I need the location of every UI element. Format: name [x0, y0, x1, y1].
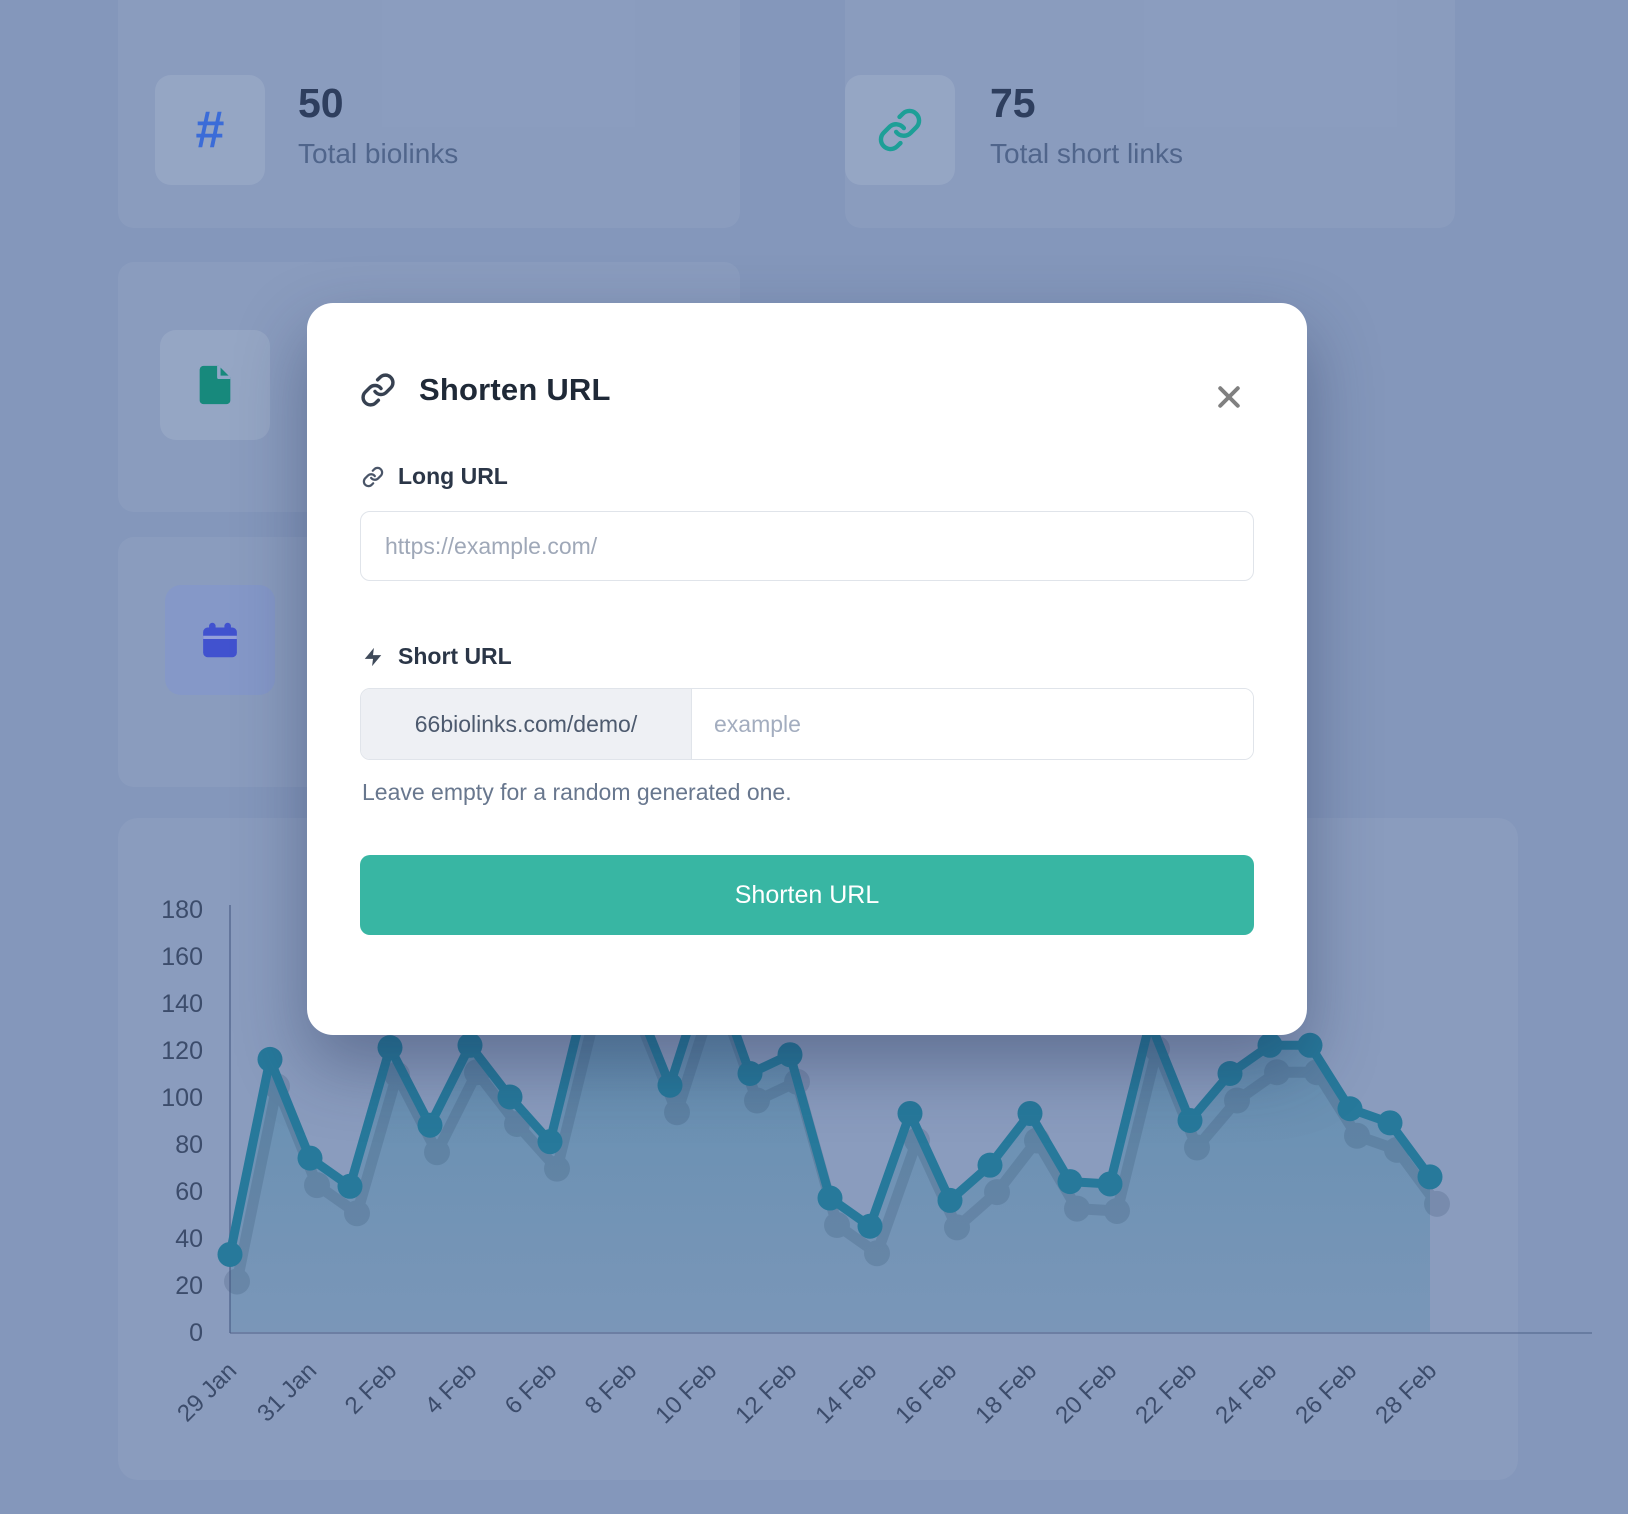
hash-icon: # [195, 101, 225, 159]
close-icon [1214, 382, 1244, 412]
file-icon-box [160, 330, 270, 440]
short-url-prefix: 66biolinks.com/demo/ [361, 689, 692, 759]
stat-card-shortlinks [845, 0, 1455, 228]
modal-header: Shorten URL [360, 372, 611, 408]
file-icon [192, 362, 238, 408]
link-icon [877, 107, 923, 153]
link-icon [360, 372, 396, 408]
total-biolinks-label: Total biolinks [298, 138, 459, 169]
total-biolinks-value: 50 [298, 80, 344, 126]
long-url-input[interactable] [360, 511, 1254, 581]
link-icon-box [845, 75, 955, 185]
shorten-url-submit-label: Shorten URL [734, 880, 880, 909]
calendar-icon [197, 617, 243, 663]
total-shortlinks-label: Total short links [990, 138, 1183, 169]
calendar-icon-box [165, 585, 275, 695]
modal-title: Shorten URL [419, 372, 611, 407]
zap-icon [362, 646, 384, 668]
short-url-input[interactable] [692, 689, 1253, 759]
long-url-label-row: Long URL [362, 463, 508, 490]
stat-card-biolinks [118, 0, 740, 228]
short-url-label: Short URL [398, 643, 512, 669]
short-url-label-row: Short URL [362, 643, 512, 670]
long-url-label: Long URL [398, 463, 508, 489]
link-icon [362, 466, 384, 488]
short-url-input-group: 66biolinks.com/demo/ [360, 688, 1254, 760]
short-url-helper-text: Leave empty for a random generated one. [362, 779, 792, 805]
hash-icon-box: # [155, 75, 265, 185]
shorten-url-submit-button[interactable]: Shorten URL [360, 855, 1254, 935]
total-shortlinks-value: 75 [990, 80, 1036, 126]
close-button[interactable] [1207, 375, 1251, 419]
